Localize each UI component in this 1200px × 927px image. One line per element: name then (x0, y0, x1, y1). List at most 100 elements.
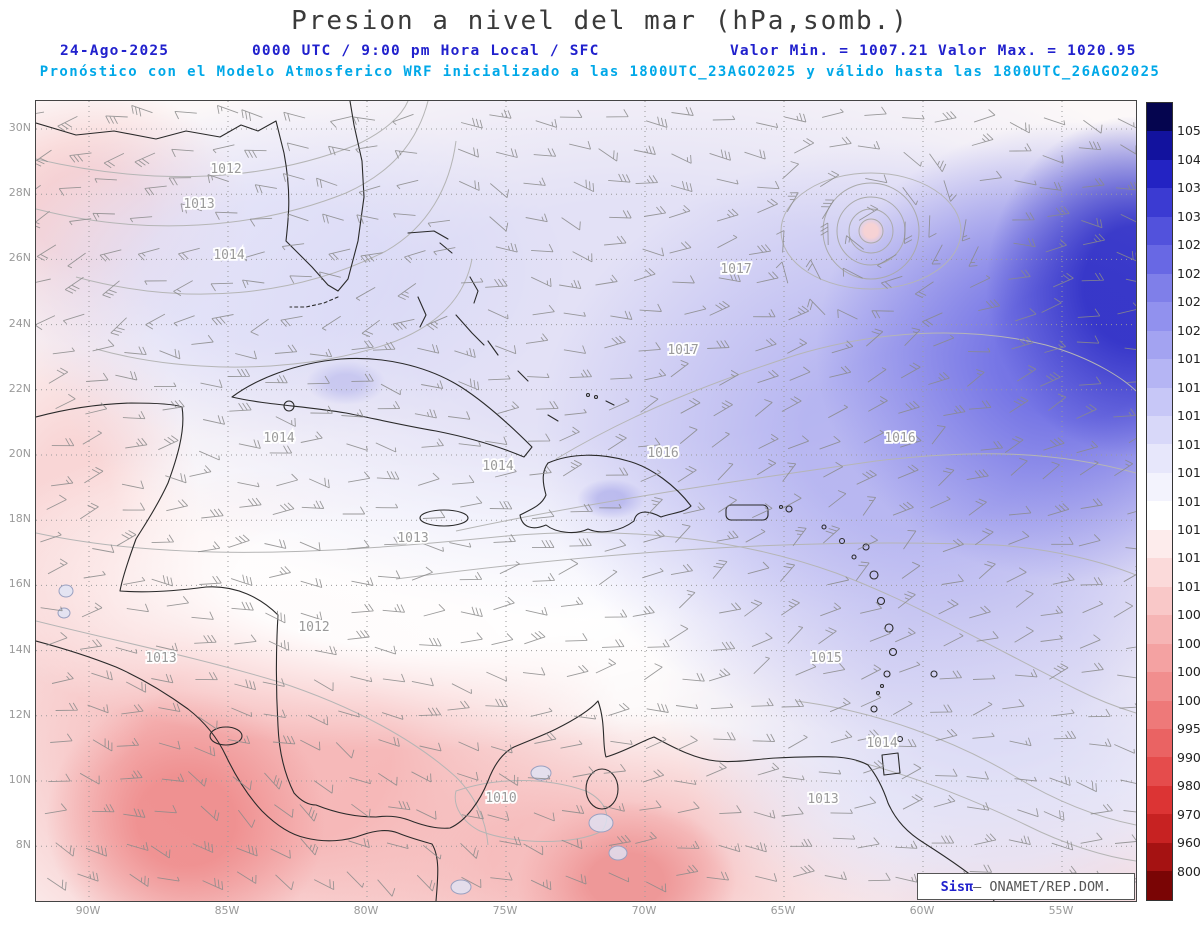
wind-barb (459, 571, 483, 581)
wind-barb (162, 399, 185, 411)
wind-barb (535, 119, 558, 128)
wind-barb (864, 106, 887, 116)
wind-barb (776, 230, 785, 253)
wind-barb (897, 591, 916, 609)
wind-barb (828, 404, 848, 419)
wind-barb (36, 278, 51, 283)
isobar-label: 1014 (213, 248, 244, 263)
wind-barb (1115, 181, 1136, 191)
wind-barb (351, 373, 374, 382)
wind-barb (377, 400, 401, 410)
wind-barb (1009, 396, 1029, 413)
wind-barb (744, 599, 763, 617)
colorbar-label: 1015 (1177, 465, 1200, 481)
wind-barb (968, 498, 987, 516)
wind-barb (895, 627, 916, 643)
page-title: Presion a nivel del mar (hPa,somb.) (291, 6, 909, 36)
wind-barb (1125, 547, 1136, 550)
wind-barb (902, 794, 923, 810)
wind-barb (608, 173, 631, 183)
wind-barb (1113, 408, 1136, 418)
colorbar-label: 995 (1177, 721, 1200, 737)
wind-barb (818, 627, 837, 645)
wind-barb (125, 681, 147, 693)
wind-barb (967, 368, 985, 387)
colorbar-label: 1013 (1177, 521, 1200, 537)
wind-barb (171, 148, 194, 158)
wind-barb (239, 497, 262, 508)
wind-barb (1040, 605, 1063, 617)
wind-barb (229, 402, 252, 412)
wind-barb (824, 871, 847, 881)
wind-barb (961, 219, 971, 242)
wind-barb (1048, 393, 1067, 411)
colorbar-segment (1147, 387, 1172, 416)
wind-barb (300, 611, 323, 621)
wind-barb (1006, 567, 1027, 583)
wind-barb (640, 395, 659, 413)
wind-barb (397, 283, 417, 301)
lat-label: 14N (8, 642, 31, 656)
wind-barb (756, 271, 779, 284)
wind-barb (819, 170, 840, 187)
wind-barb (1078, 141, 1102, 151)
wind-barb (264, 772, 283, 790)
wind-barb (560, 740, 583, 749)
wind-barb (497, 401, 520, 415)
wind-barb (573, 179, 595, 193)
wind-barb (348, 471, 371, 483)
wind-barb (300, 838, 319, 856)
wind-barb (1081, 662, 1104, 673)
wind-barb (904, 327, 921, 347)
colorbar-label: 970 (1177, 806, 1200, 822)
wind-barb (745, 842, 767, 853)
wind-barb (1081, 217, 1103, 229)
wind-barb (346, 871, 365, 888)
wind-barb (1008, 835, 1031, 846)
wind-barb (457, 147, 479, 158)
wind-barb (231, 707, 253, 718)
map-area: 1012 1013 1014 1017 1017 1014 1014 1016 1016 1013… (35, 100, 1137, 902)
colorbar-segment (1147, 159, 1172, 189)
wind-barb (422, 510, 446, 519)
wind-barb (561, 804, 585, 814)
wind-barb (396, 179, 419, 190)
wind-barb (301, 500, 325, 509)
isobar-label: 1012 (210, 162, 241, 177)
wind-barb (155, 642, 178, 652)
wind-barb (126, 603, 149, 613)
wind-barb (595, 658, 617, 674)
wind-barb (642, 769, 665, 783)
wind-barb (281, 243, 305, 251)
wind-barb (341, 409, 364, 418)
wind-barb (753, 809, 776, 819)
colorbar-label: 960 (1177, 835, 1200, 851)
wind-barb (643, 206, 667, 217)
wind-barb (943, 633, 964, 647)
wind-barb (1043, 810, 1065, 821)
wind-barb (92, 339, 115, 352)
wind-barb (855, 561, 870, 581)
wind-barb (605, 467, 629, 476)
wind-barb (1079, 376, 1102, 386)
wind-barb (375, 503, 399, 509)
wind-barb (713, 400, 733, 417)
wind-barb (972, 732, 995, 739)
wind-barb (427, 219, 450, 228)
wind-barb (495, 148, 518, 158)
wind-barb (388, 800, 411, 811)
wind-barb (782, 161, 800, 180)
wind-barb (1042, 154, 1064, 164)
lat-label: 20N (8, 447, 31, 460)
wind-barb (668, 204, 691, 219)
wind-barb (51, 672, 74, 684)
wind-barb (536, 400, 559, 410)
wind-barb (857, 535, 878, 550)
wind-barb (377, 879, 396, 897)
wind-barb (322, 213, 344, 224)
wind-barb (1008, 269, 1031, 280)
wind-barb (756, 122, 779, 129)
colorbar-segment (1147, 672, 1172, 701)
wind-barb (830, 730, 853, 744)
wind-barb (234, 679, 257, 691)
